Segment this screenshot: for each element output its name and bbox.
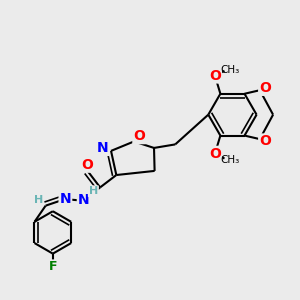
Text: CH₃: CH₃ — [220, 64, 239, 75]
Text: CH₃: CH₃ — [220, 155, 239, 165]
Text: N: N — [60, 192, 71, 206]
Text: H: H — [89, 186, 98, 196]
Text: N: N — [97, 141, 109, 155]
Text: O: O — [209, 68, 221, 83]
Text: F: F — [49, 260, 57, 273]
Text: O: O — [81, 158, 93, 172]
Text: O: O — [259, 81, 271, 95]
Text: O: O — [134, 129, 145, 143]
Text: N: N — [78, 193, 89, 207]
Text: O: O — [259, 134, 271, 148]
Text: H: H — [34, 195, 43, 205]
Text: O: O — [209, 147, 221, 161]
